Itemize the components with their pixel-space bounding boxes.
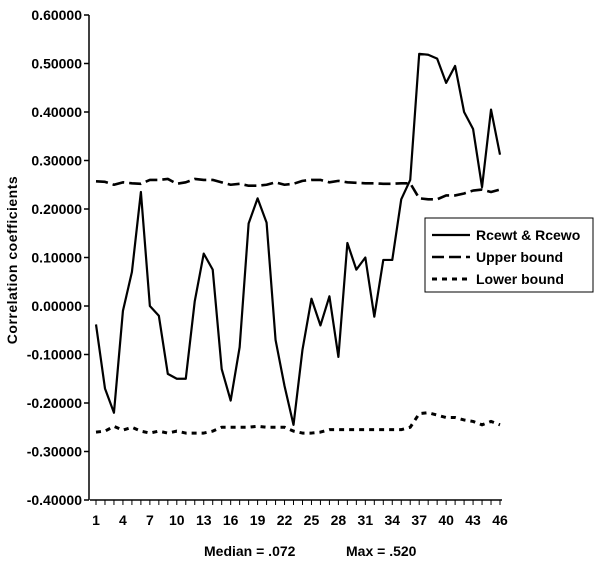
max-label: Max = .520 — [346, 543, 417, 559]
x-tick-label: 16 — [223, 512, 239, 528]
series-lines — [94, 52, 502, 435]
x-tick-label: 28 — [331, 512, 347, 528]
y-tick-label: -0.20000 — [27, 395, 82, 411]
x-tick-label: 43 — [465, 512, 481, 528]
legend-label: Rcewt & Rcewo — [476, 227, 580, 243]
x-axis: 1 4 7 10 13 16 19 22 25 28 31 34 37 40 43 46 — [90, 499, 508, 528]
x-tick-label: 40 — [438, 512, 454, 528]
x-tick-label: 34 — [384, 512, 400, 528]
y-tick-label: -0.40000 — [27, 492, 82, 508]
x-tick-label: 1 — [92, 512, 100, 528]
x-tick-label: 37 — [411, 512, 427, 528]
series-upper-bound — [95, 177, 501, 201]
x-tick-label: 19 — [250, 512, 266, 528]
y-tick-label: -0.10000 — [27, 347, 82, 363]
x-tick-label: 31 — [358, 512, 374, 528]
x-tick-label: 7 — [146, 512, 154, 528]
legend-label: Lower bound — [476, 271, 564, 287]
y-tick-label: 0.30000 — [31, 153, 82, 169]
x-tick-label: 46 — [492, 512, 508, 528]
y-tick-label: 0.40000 — [31, 104, 82, 120]
series-rcewt-rcewo — [94, 52, 502, 426]
x-tick-label: 25 — [304, 512, 320, 528]
series-lower-bound — [95, 411, 501, 435]
y-tick-label: 0.10000 — [31, 250, 82, 266]
y-axis-title: Correlation coefficients — [4, 176, 20, 344]
legend-label: Upper bound — [476, 249, 563, 265]
x-tick-label: 13 — [196, 512, 212, 528]
legend: Rcewt & Rcewo Upper bound Lower bound — [424, 217, 594, 293]
y-tick-label: 0.20000 — [31, 201, 82, 217]
median-label: Median = .072 — [204, 543, 296, 559]
x-tick-label: 10 — [169, 512, 185, 528]
y-tick-label: 0.00000 — [31, 298, 82, 314]
y-tick-label: 0.60000 — [31, 7, 82, 23]
y-tick-label: -0.30000 — [27, 444, 82, 460]
y-axis: 0.60000 0.50000 0.40000 0.30000 0.20000 0.100… — [27, 7, 90, 508]
y-tick-label: 0.50000 — [31, 56, 82, 72]
x-tick-label: 22 — [277, 512, 293, 528]
x-tick-label: 4 — [119, 512, 127, 528]
